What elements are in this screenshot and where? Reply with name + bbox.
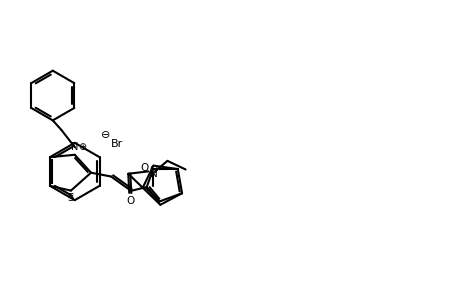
Text: S: S: [67, 194, 73, 203]
Text: Br: Br: [110, 139, 123, 149]
Text: N: N: [71, 142, 78, 152]
Text: O: O: [126, 196, 134, 206]
Text: O: O: [140, 163, 148, 173]
Text: N: N: [149, 169, 157, 179]
Text: ⊕: ⊕: [78, 142, 86, 152]
Text: O: O: [149, 165, 157, 176]
Text: ⊖: ⊖: [101, 130, 110, 140]
